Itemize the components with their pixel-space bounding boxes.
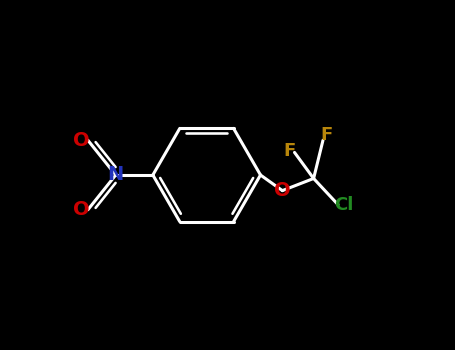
- Text: O: O: [274, 181, 291, 200]
- Text: N: N: [107, 166, 124, 184]
- Text: O: O: [73, 131, 90, 150]
- Text: F: F: [283, 142, 295, 160]
- Text: Cl: Cl: [334, 196, 353, 213]
- Text: F: F: [320, 126, 333, 144]
- Text: O: O: [73, 200, 90, 219]
